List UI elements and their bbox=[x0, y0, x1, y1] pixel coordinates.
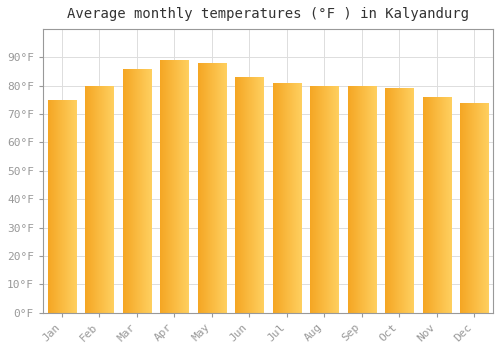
Bar bbox=[272, 83, 301, 313]
Bar bbox=[122, 69, 151, 313]
Bar bbox=[235, 77, 264, 313]
Bar bbox=[422, 97, 451, 313]
Bar bbox=[460, 103, 488, 313]
Bar bbox=[310, 86, 338, 313]
Bar bbox=[348, 86, 376, 313]
Bar bbox=[85, 86, 114, 313]
Bar bbox=[160, 60, 188, 313]
Title: Average monthly temperatures (°F ) in Kalyandurg: Average monthly temperatures (°F ) in Ka… bbox=[67, 7, 469, 21]
Bar bbox=[385, 89, 414, 313]
Bar bbox=[198, 63, 226, 313]
Bar bbox=[48, 100, 76, 313]
